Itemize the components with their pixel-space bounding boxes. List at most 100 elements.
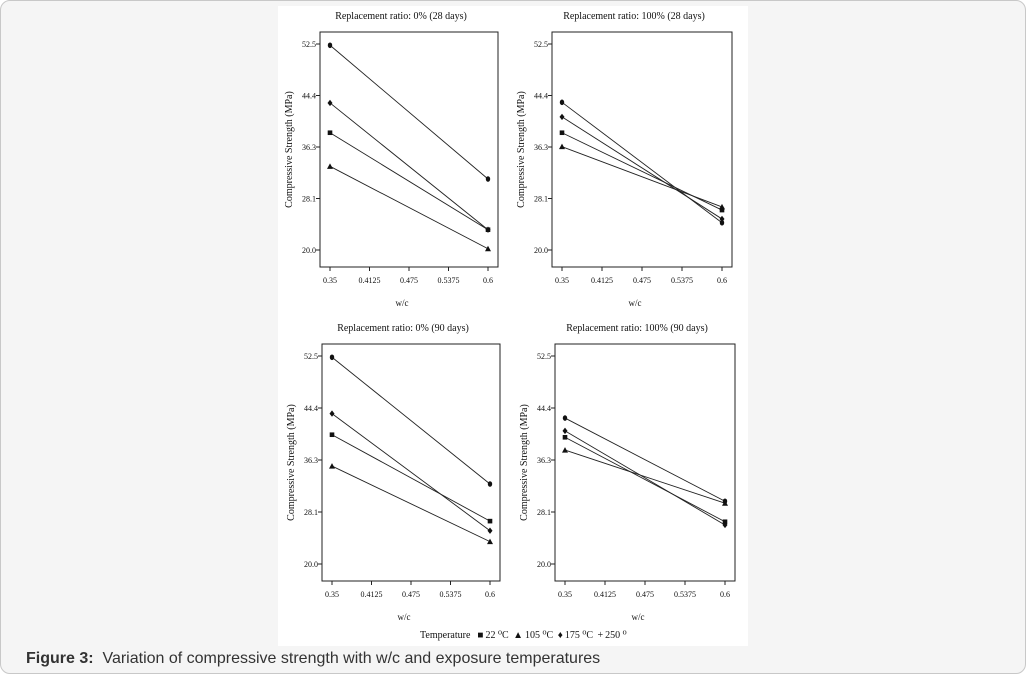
series-line-1-4: [329, 44, 489, 180]
caption-text: Variation of compressive strength with w…: [102, 650, 601, 667]
figure-caption: Figure 3: Variation of compressive stren…: [26, 650, 600, 668]
y-tick-label-3-1: 28.1: [304, 508, 318, 517]
series-line-1-1: [329, 132, 489, 231]
plot-frame-2: [551, 31, 733, 268]
series-line-2-3: [561, 116, 723, 220]
data-point-1-4-1: [327, 42, 333, 49]
data-point-1-4-2: [485, 176, 491, 182]
chart-title-3: Replacement ratio: 0% (90 days): [337, 323, 469, 334]
y-tick-label-4-1: 28.1: [537, 508, 551, 517]
x-tick-label-4-3: 0.5375: [674, 590, 696, 599]
plot-frame-3: [321, 343, 501, 582]
legend-marker-250: +: [597, 630, 604, 641]
data-point-4-4-1: [562, 415, 568, 421]
y-tick-label-1-3: 44.4: [302, 92, 316, 101]
y-tick-label-4-4: 52.5: [537, 352, 551, 361]
x-tick-label-1-4: 0.6: [483, 276, 493, 285]
y-tick-label-4-0: 20.0: [537, 560, 551, 569]
y-tick-label-2-3: 44.4: [534, 92, 548, 101]
data-point-1-1-1: [327, 130, 333, 136]
y-axis-label-1: Compressive Strength (MPa): [284, 91, 295, 208]
legend-text-105: 105 ⁰C: [525, 630, 554, 641]
y-tick-label-1-0: 20.0: [302, 246, 316, 255]
x-tick-label-1-0: 0.35: [323, 276, 337, 285]
x-tick-label-4-4: 0.6: [720, 590, 730, 599]
series-line-4-4: [564, 417, 726, 502]
x-axis-label-2: w/c: [629, 298, 642, 308]
y-tick-label-2-0: 20.0: [534, 246, 548, 255]
series-line-1-3: [329, 102, 489, 231]
legend-marker-175: ♦: [557, 630, 563, 641]
y-tick-label-1-2: 36.3: [302, 143, 316, 152]
data-point-2-4-1: [559, 99, 565, 106]
y-tick-label-3-0: 20.0: [304, 560, 318, 569]
x-tick-label-2-0: 0.35: [555, 276, 569, 285]
y-tick-label-4-2: 36.3: [537, 456, 551, 465]
x-tick-label-2-3: 0.5375: [671, 276, 693, 285]
legend-text-175: 175 ⁰C: [564, 630, 594, 641]
data-point-3-1-2: [487, 518, 493, 524]
series-line-4-1: [564, 436, 726, 523]
series-line-4-3: [564, 430, 726, 526]
y-tick-label-1-1: 28.1: [302, 195, 316, 204]
series-line-1-2: [329, 165, 489, 250]
data-point-4-3-1: [562, 427, 568, 435]
legend-marker-22: ■: [477, 630, 484, 641]
y-axis-label-4: Compressive Strength (MPa): [519, 404, 530, 521]
x-tick-label-3-0: 0.35: [325, 590, 339, 599]
legend-text-22: 22 ⁰C: [485, 630, 509, 641]
x-tick-label-3-3: 0.5375: [440, 590, 462, 599]
y-tick-label-3-3: 44.4: [304, 404, 318, 413]
caption-label: Figure 3:: [26, 650, 94, 667]
y-tick-label-2-2: 36.3: [534, 143, 548, 152]
legend-text-250: 250 ⁰: [605, 630, 627, 641]
data-point-3-2-1: [329, 463, 335, 469]
x-tick-label-2-1: 0.4125: [591, 276, 613, 285]
series-line-2-2: [561, 146, 723, 208]
x-tick-label-3-2: 0.475: [402, 590, 420, 599]
x-tick-label-3-4: 0.6: [485, 590, 495, 599]
y-tick-label-3-2: 36.3: [304, 456, 318, 465]
x-tick-label-1-2: 0.475: [400, 276, 418, 285]
chart-title-4: Replacement ratio: 100% (90 days): [566, 323, 708, 334]
data-point-3-3-1: [329, 410, 335, 417]
x-tick-label-3-1: 0.4125: [361, 590, 383, 599]
series-line-3-2: [331, 465, 491, 543]
series-line-3-3: [331, 413, 491, 532]
x-tick-label-1-1: 0.4125: [359, 276, 381, 285]
y-tick-label-3-4: 52.5: [304, 352, 318, 361]
data-point-3-1-1: [329, 432, 335, 438]
series-line-3-4: [331, 356, 491, 485]
x-tick-label-2-4: 0.6: [717, 276, 727, 285]
data-point-2-2-2: [719, 203, 725, 210]
x-tick-label-4-1: 0.4125: [594, 590, 616, 599]
series-line-4-2: [564, 449, 726, 504]
data-point-3-4-1: [329, 354, 335, 361]
data-point-2-2-1: [559, 143, 565, 150]
data-point-1-3-2: [485, 226, 491, 233]
data-point-3-2-2: [487, 538, 493, 545]
y-tick-label-2-1: 28.1: [534, 195, 548, 204]
data-point-1-2-2: [485, 245, 491, 252]
legend-label: Temperature: [420, 630, 471, 641]
data-point-4-3-2: [722, 521, 728, 529]
y-tick-label-2-4: 52.5: [534, 40, 548, 49]
data-point-1-2-1: [327, 163, 333, 169]
data-point-2-1-2: [719, 207, 725, 213]
y-axis-label-2: Compressive Strength (MPa): [516, 91, 527, 208]
plot-frame-4: [554, 343, 736, 582]
legend-marker-105: ▲: [513, 630, 524, 641]
data-point-1-3-1: [327, 99, 333, 107]
y-tick-label-4-3: 44.4: [537, 404, 551, 413]
chart-title-2: Replacement ratio: 100% (28 days): [563, 11, 705, 22]
x-tick-label-4-0: 0.35: [558, 590, 572, 599]
data-point-3-3-2: [487, 527, 493, 534]
x-tick-label-2-2: 0.475: [633, 276, 651, 285]
data-point-2-4-2: [719, 219, 725, 226]
data-point-2-1-1: [559, 130, 565, 136]
x-tick-label-4-2: 0.475: [636, 590, 654, 599]
data-point-4-1-1: [562, 434, 568, 440]
y-axis-label-3: Compressive Strength (MPa): [286, 404, 297, 521]
x-axis-label-1: w/c: [396, 298, 409, 308]
